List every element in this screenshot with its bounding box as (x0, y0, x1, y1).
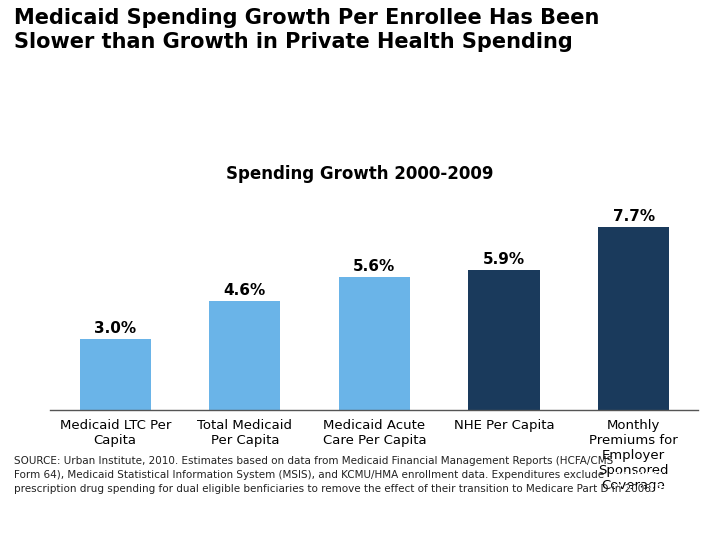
Text: 5.9%: 5.9% (483, 252, 525, 267)
Text: 3.0%: 3.0% (94, 321, 136, 336)
Text: FOUNDATION: FOUNDATION (613, 518, 665, 524)
Text: SOURCE: Urban Institute, 2010. Estimates based on data from Medicaid Financial M: SOURCE: Urban Institute, 2010. Estimates… (14, 456, 654, 494)
Text: 7.7%: 7.7% (613, 208, 654, 224)
Bar (79, 339, 151, 410)
Text: 4.6%: 4.6% (224, 283, 266, 298)
Bar (339, 276, 410, 410)
Text: FAMILY: FAMILY (615, 499, 663, 512)
Bar (468, 269, 540, 410)
Text: THE HENRY J.: THE HENRY J. (613, 472, 665, 478)
Text: Medicaid Spending Growth Per Enrollee Has Been
Slower than Growth in Private Hea: Medicaid Spending Growth Per Enrollee Ha… (14, 8, 600, 52)
Bar (209, 301, 281, 410)
Text: KAISER: KAISER (613, 483, 665, 496)
Bar (598, 227, 670, 410)
Text: 5.6%: 5.6% (354, 259, 395, 274)
Text: Spending Growth 2000-2009: Spending Growth 2000-2009 (226, 165, 494, 183)
